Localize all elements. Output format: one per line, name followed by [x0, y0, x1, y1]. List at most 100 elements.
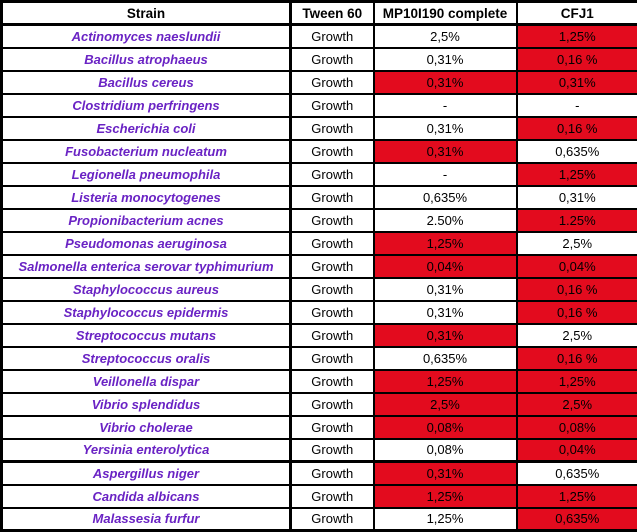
tween-60-cell: Growth — [291, 48, 374, 71]
cfj1-cell: 0,635% — [517, 508, 637, 531]
cfj1-cell: 1,25% — [517, 370, 637, 393]
mp10i190-cell: 0,04% — [374, 255, 517, 278]
table-row: Bacillus cereus Growth 0,31% 0,31% — [2, 71, 637, 94]
header-row: Strain Tween 60 MP10I190 complete CFJ1 — [2, 2, 637, 25]
mp10i190-cell: 1,25% — [374, 232, 517, 255]
strain-cell: Veillonella dispar — [2, 370, 291, 393]
mp10i190-cell: 0,31% — [374, 324, 517, 347]
cfj1-cell: 0,16 % — [517, 48, 637, 71]
cfj1-cell: 0,16 % — [517, 117, 637, 140]
cfj1-cell: 0,04% — [517, 255, 637, 278]
cfj1-cell: 0,16 % — [517, 278, 637, 301]
tween-60-cell: Growth — [291, 25, 374, 48]
table-row: Salmonella enterica serovar typhimurium … — [2, 255, 637, 278]
table-row: Veillonella dispar Growth 1,25% 1,25% — [2, 370, 637, 393]
tween-60-cell: Growth — [291, 186, 374, 209]
mp10i190-cell: 1,25% — [374, 508, 517, 531]
table-row: Aspergillus niger Growth 0,31% 0,635% — [2, 462, 637, 485]
table-row: Staphylococcus epidermis Growth 0,31% 0,… — [2, 301, 637, 324]
table-row: Propionibacterium acnes Growth 2.50% 1.2… — [2, 209, 637, 232]
strain-cell: Pseudomonas aeruginosa — [2, 232, 291, 255]
strain-cell: Bacillus cereus — [2, 71, 291, 94]
strain-cell: Aspergillus niger — [2, 462, 291, 485]
mp10i190-cell: 0,08% — [374, 416, 517, 439]
mp10i190-cell: 0,31% — [374, 301, 517, 324]
cfj1-cell: 0,635% — [517, 462, 637, 485]
cfj1-cell: 0,04% — [517, 439, 637, 462]
strain-cell: Fusobacterium nucleatum — [2, 140, 291, 163]
mp10i190-cell: 0,31% — [374, 48, 517, 71]
tween-60-cell: Growth — [291, 71, 374, 94]
mp10i190-cell: 0,31% — [374, 117, 517, 140]
cfj1-cell: 0,31% — [517, 71, 637, 94]
table-row: Fusobacterium nucleatum Growth 0,31% 0,6… — [2, 140, 637, 163]
tween-60-cell: Growth — [291, 140, 374, 163]
cfj1-cell: 0,635% — [517, 140, 637, 163]
table-row: Staphylococcus aureus Growth 0,31% 0,16 … — [2, 278, 637, 301]
tween-60-cell: Growth — [291, 462, 374, 485]
strain-cell: Salmonella enterica serovar typhimurium — [2, 255, 291, 278]
cfj1-cell: 0,31% — [517, 186, 637, 209]
table-row: Candida albicans Growth 1,25% 1,25% — [2, 485, 637, 508]
cfj1-cell: 1,25% — [517, 485, 637, 508]
mp10i190-cell: 0,635% — [374, 347, 517, 370]
mp10i190-cell: 1,25% — [374, 370, 517, 393]
mp10i190-cell: 0,08% — [374, 439, 517, 462]
header-cfj1: CFJ1 — [517, 2, 637, 25]
table-row: Vibrio cholerae Growth 0,08% 0,08% — [2, 416, 637, 439]
strain-cell: Streptococcus oralis — [2, 347, 291, 370]
table-row: Bacillus atrophaeus Growth 0,31% 0,16 % — [2, 48, 637, 71]
cfj1-cell: 2,5% — [517, 324, 637, 347]
mp10i190-cell: 0,31% — [374, 71, 517, 94]
tween-60-cell: Growth — [291, 324, 374, 347]
tween-60-cell: Growth — [291, 163, 374, 186]
tween-60-cell: Growth — [291, 508, 374, 531]
mp10i190-cell: 1,25% — [374, 485, 517, 508]
strain-cell: Candida albicans — [2, 485, 291, 508]
cfj1-cell: 0,16 % — [517, 301, 637, 324]
strain-cell: Escherichia coli — [2, 117, 291, 140]
table-row: Yersinia enterolytica Growth 0,08% 0,04% — [2, 439, 637, 462]
tween-60-cell: Growth — [291, 232, 374, 255]
strain-cell: Listeria monocytogenes — [2, 186, 291, 209]
tween-60-cell: Growth — [291, 94, 374, 117]
strain-cell: Propionibacterium acnes — [2, 209, 291, 232]
cfj1-cell: 0,08% — [517, 416, 637, 439]
cfj1-cell: - — [517, 94, 637, 117]
table-row: Streptococcus oralis Growth 0,635% 0,16 … — [2, 347, 637, 370]
table-row: Escherichia coli Growth 0,31% 0,16 % — [2, 117, 637, 140]
mp10i190-cell: - — [374, 163, 517, 186]
tween-60-cell: Growth — [291, 278, 374, 301]
strain-cell: Streptococcus mutans — [2, 324, 291, 347]
strain-cell: Vibrio cholerae — [2, 416, 291, 439]
strain-cell: Clostridium perfringens — [2, 94, 291, 117]
table-row: Listeria monocytogenes Growth 0,635% 0,3… — [2, 186, 637, 209]
tween-60-cell: Growth — [291, 347, 374, 370]
tween-60-cell: Growth — [291, 301, 374, 324]
strain-cell: Actinomyces naeslundii — [2, 25, 291, 48]
mp10i190-cell: 2,5% — [374, 393, 517, 416]
mp10i190-cell: 0,31% — [374, 140, 517, 163]
tween-60-cell: Growth — [291, 393, 374, 416]
cfj1-cell: 2,5% — [517, 232, 637, 255]
table-row: Legionella pneumophila Growth - 1,25% — [2, 163, 637, 186]
cfj1-cell: 2,5% — [517, 393, 637, 416]
strain-cell: Legionella pneumophila — [2, 163, 291, 186]
mp10i190-cell: 0,635% — [374, 186, 517, 209]
tween-60-cell: Growth — [291, 209, 374, 232]
tween-60-cell: Growth — [291, 255, 374, 278]
cfj1-cell: 1,25% — [517, 163, 637, 186]
tween-60-cell: Growth — [291, 117, 374, 140]
mp10i190-cell: 2,5% — [374, 25, 517, 48]
header-strain: Strain — [2, 2, 291, 25]
cfj1-cell: 0,16 % — [517, 347, 637, 370]
tween-60-cell: Growth — [291, 485, 374, 508]
mp10i190-cell: 2.50% — [374, 209, 517, 232]
table-row: Clostridium perfringens Growth - - — [2, 94, 637, 117]
mp10i190-cell: 0,31% — [374, 278, 517, 301]
strain-cell: Staphylococcus epidermis — [2, 301, 291, 324]
table-row: Pseudomonas aeruginosa Growth 1,25% 2,5% — [2, 232, 637, 255]
table-row: Malassesia furfur Growth 1,25% 0,635% — [2, 508, 637, 531]
cfj1-cell: 1.25% — [517, 209, 637, 232]
